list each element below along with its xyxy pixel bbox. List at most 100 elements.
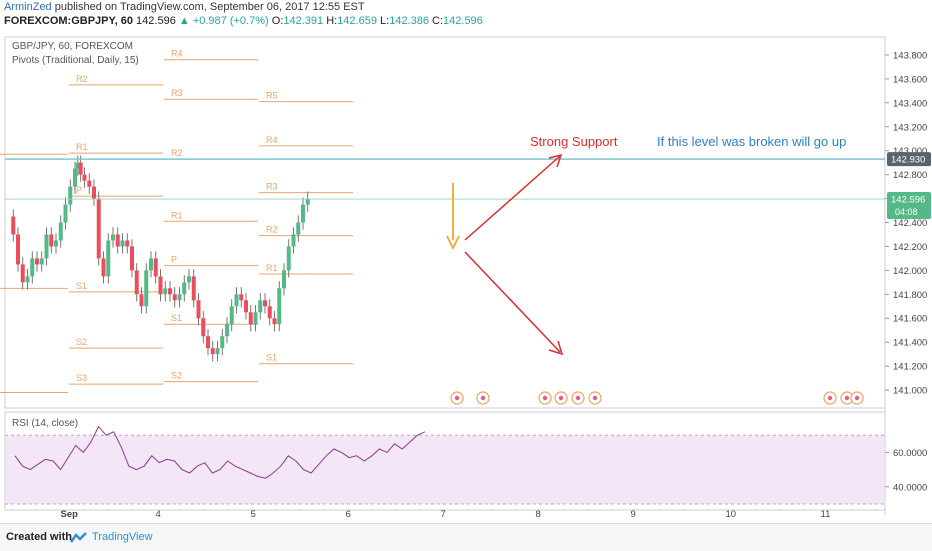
last-price-tag-label: 142.596	[891, 195, 925, 206]
support-tag-bg	[887, 152, 931, 167]
publish-header: ArminZed published on TradingView.com, S…	[4, 1, 365, 14]
pivot-level-label: R2	[266, 225, 278, 235]
pivot-level-label: S1	[76, 281, 87, 291]
up-arrow-icon	[548, 153, 563, 168]
candle-body	[244, 300, 248, 313]
event-dot	[854, 395, 860, 401]
pivot-level-label: R1	[76, 142, 88, 152]
price-pane	[4, 36, 886, 409]
x-tick-label: 6	[346, 509, 351, 520]
candle-body	[220, 336, 225, 349]
up-arrow-shaft	[464, 155, 561, 241]
pivot-level-label: R3	[266, 182, 278, 192]
x-tick-label: 11	[821, 509, 831, 520]
candle-body	[172, 294, 177, 301]
low-label: L:	[380, 15, 390, 27]
candle-body	[75, 162, 80, 169]
x-tick-label: Sep	[61, 509, 79, 520]
low-value: 142.386	[389, 15, 429, 27]
close-value: 142.596	[443, 15, 483, 27]
pivot-level-label: S1	[266, 353, 277, 363]
rsi-indicator-title: RSI (14, close)	[12, 418, 79, 429]
event-dot	[844, 395, 850, 401]
pivot-level-label: P	[171, 255, 177, 265]
candle-body	[101, 258, 106, 277]
down-right-arrow-icon	[548, 340, 564, 356]
candle-body	[30, 258, 35, 277]
candle-body	[44, 234, 49, 259]
price-chart[interactable]: 143.800 143.600 143.400 143.200 143.000 142.8…	[0, 0, 932, 523]
series-title: GBP/JPY, 60, FOREXCOM	[12, 41, 133, 52]
x-tick-label: 4	[156, 509, 161, 520]
pivot-level-label: S2	[171, 371, 182, 381]
last-price-countdown: 04:08	[895, 207, 918, 217]
footer-bar: Created with TradingView	[0, 523, 932, 551]
high-value: 142.659	[337, 15, 377, 27]
y-tick-label: 142.400	[893, 218, 927, 229]
candle-body	[239, 294, 244, 301]
tradingview-logo-icon	[70, 532, 87, 543]
event-dot	[575, 395, 581, 401]
rsi-band	[6, 435, 884, 504]
support-tag-label: 142.930	[891, 155, 925, 166]
candle-body	[229, 306, 234, 325]
y-tick-label: 141.800	[893, 290, 927, 301]
tradingview-brand-link[interactable]: TradingView	[92, 531, 153, 543]
rsi-tick-label: 60.0000	[893, 448, 927, 459]
author-name[interactable]: ArminZed	[4, 1, 52, 13]
last-price: 142.596	[136, 15, 176, 27]
strong-support-annotation: Strong Support	[530, 134, 618, 149]
candle-body	[277, 288, 282, 325]
candle-body	[134, 270, 139, 295]
candle-body	[234, 294, 239, 307]
y-tick-label: 141.600	[893, 314, 927, 325]
candle-body	[225, 324, 229, 337]
candle-body	[78, 162, 83, 175]
candle-body	[149, 258, 153, 271]
pivot-level-label: R2	[76, 74, 88, 84]
pivot-level-label: R2	[171, 148, 183, 158]
down-arrow-icon	[446, 235, 460, 251]
candle-body	[96, 198, 101, 259]
candle-body	[111, 234, 115, 241]
candle-body	[263, 300, 267, 307]
up-arrow-icon: ▲	[178, 15, 190, 27]
candle-body	[125, 240, 130, 247]
down-right-arrow-shaft	[464, 251, 561, 353]
publish-info: published on TradingView.com, September …	[54, 1, 365, 13]
y-tick-label: 143.000	[893, 146, 927, 157]
candle-body	[49, 234, 54, 247]
candle-body	[267, 306, 272, 319]
pivot-level-label: S1	[171, 313, 182, 323]
pivot-level-label: R1	[171, 210, 183, 220]
candle-body	[196, 300, 201, 319]
candle-body	[215, 348, 220, 355]
event-dot	[454, 395, 460, 401]
pivot-level-label: R5	[266, 91, 278, 101]
chart-legend: GBP/JPY, 60, FOREXCOM Pivots (Traditiona…	[12, 40, 139, 68]
open-value: 142.391	[283, 15, 324, 27]
y-tick-label: 141.000	[893, 386, 927, 397]
candle-body	[187, 276, 191, 283]
candle-body	[139, 294, 144, 307]
x-tick-label: 10	[726, 509, 737, 520]
candle-body	[253, 312, 258, 325]
candle-body	[168, 288, 172, 295]
candle-body	[177, 294, 182, 301]
candle-body	[20, 264, 25, 283]
candle-body	[63, 204, 68, 223]
y-tick-label: 143.200	[893, 122, 927, 133]
candle-body	[16, 234, 20, 265]
event-dot	[542, 395, 548, 401]
candle-body	[296, 222, 301, 235]
candle-body	[286, 246, 291, 271]
candle-body	[301, 204, 305, 223]
candle-body	[120, 240, 125, 247]
candle-body	[92, 186, 96, 199]
candle-body	[35, 258, 39, 265]
candle-body	[106, 240, 111, 277]
candle-body	[115, 234, 120, 247]
high-label: H:	[326, 15, 338, 27]
candle-body	[282, 270, 286, 289]
y-tick-label: 141.200	[893, 362, 927, 373]
